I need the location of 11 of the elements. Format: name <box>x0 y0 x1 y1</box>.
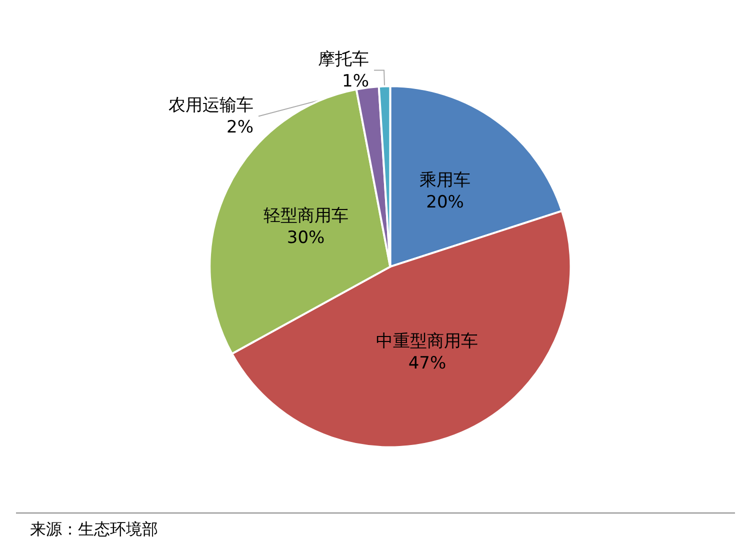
slice-label: 农用运输车 <box>168 95 254 116</box>
slice-label: 摩托车 <box>318 49 370 70</box>
slice-label: 乘用车 <box>420 170 471 190</box>
data-label: 30% <box>286 228 325 248</box>
slice-label: 中重型商用车 <box>376 331 478 352</box>
data-label: 1% <box>342 71 370 92</box>
data-label: 47% <box>408 353 446 374</box>
data-label: 20% <box>426 192 464 212</box>
source-note: 来源：生态环境部 <box>30 520 158 538</box>
data-label: 2% <box>226 117 254 138</box>
slice-label: 轻型商用车 <box>263 206 348 226</box>
